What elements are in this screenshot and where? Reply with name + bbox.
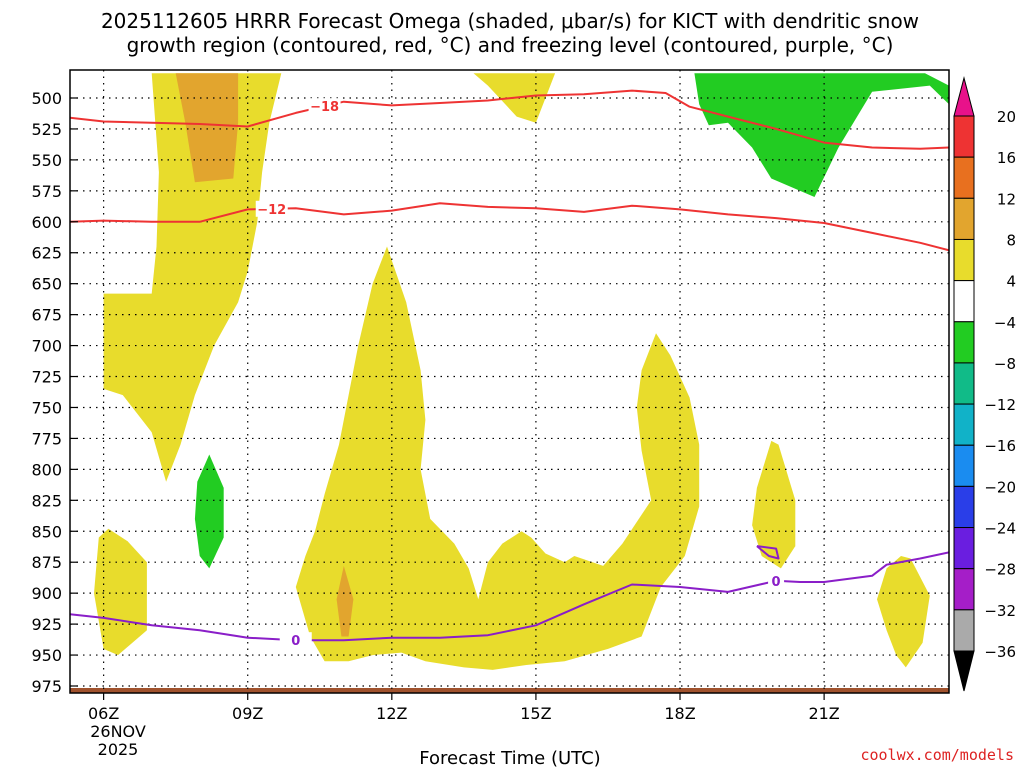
colorbar-bin-1 [953,156,975,199]
colorbar-label-9: −20 [984,478,1016,496]
contour-label-dendritic-upper-limit: −18 [310,100,339,115]
ground-fill [70,688,949,693]
contour-dendritic-upper-limit [70,89,949,150]
y-tick-label-900: 900 [31,584,62,603]
colorbar-bin-3 [953,238,975,282]
colorbar-under-triangle [953,650,975,692]
contour-label-bg-freezing-level [279,632,312,649]
colorbar-label-5: −4 [994,314,1016,332]
y-tick-label-800: 800 [31,460,62,479]
colorbar-bin-8 [953,444,975,487]
contour-freezing-level-loop [756,545,780,560]
date-label-day: 26NOV [90,722,146,741]
colorbar-label-6: −8 [994,355,1016,373]
shaded-region-right-mid-yellow [752,440,796,569]
y-tick-label-775: 775 [31,429,62,448]
shaded-region-left-green-blob [194,454,224,569]
credit-text: coolwx.com/models [860,746,1014,764]
y-tick-label-750: 750 [31,398,62,417]
y-tick-label-975: 975 [31,677,62,696]
contour-label-bg-dendritic-lower-limit [255,200,288,217]
x-tick-label-09Z: 09Z [232,704,263,723]
x-axis: 06Z 09Z 12Z 15Z 18Z 21Z [88,693,840,723]
y-tick-label-950: 950 [31,646,62,665]
y-tick-label-525: 525 [31,120,62,139]
colorbar-bin-0 [953,115,975,158]
chart-title-line1: 2025112605 HRRR Forecast Omega (shaded, … [101,9,919,33]
colorbar-label-1: 16 [997,149,1016,167]
x-tick-label-18Z: 18Z [664,704,695,723]
y-tick-label-675: 675 [31,306,62,325]
y-tick-label-875: 875 [31,553,62,572]
shaded-omega-layer [94,73,949,670]
y-tick-label-725: 725 [31,368,62,387]
y-axis: 500 525 550 575 600 625 650 675 700 725 750 775 800 8… [31,89,78,696]
extra-contour-label-0: 0 [772,575,781,590]
colorbar-label-3: 8 [1006,231,1016,249]
contour-label-freezing-level: 0 [291,634,300,649]
y-tick-label-925: 925 [31,615,62,634]
shaded-region-small-orange-blob [336,565,354,637]
y-tick-label-625: 625 [31,244,62,263]
shaded-region-far-right-yellow [877,556,930,668]
extra-contour-label-bg-0 [768,572,785,589]
y-tick-label-550: 550 [31,151,62,170]
chart-title-line2: growth region (contoured, red, °C) and f… [127,33,894,57]
x-tick-label-12Z: 12Z [376,704,407,723]
colorbar-bin-12 [953,609,975,652]
x-tick-label-06Z: 06Z [88,704,119,723]
shaded-region-upper-yellow-plume [103,73,282,482]
contour-label-bg-dendritic-upper-limit [308,98,341,115]
colorbar-label-11: −28 [984,561,1016,579]
colorbar-label-7: −12 [984,396,1016,414]
contour-layer: −18 −12 0 0 [70,89,949,649]
y-tick-label-650: 650 [31,275,62,294]
y-tick-label-700: 700 [31,337,62,356]
colorbar-label-13: −36 [984,643,1016,661]
x-axis-label: Forecast Time (UTC) [419,748,600,768]
colorbar: 20 16 12 8 4 −4 −8 −12 −16 −20 −24 −28 −32 −36 [953,76,1016,692]
colorbar-bin-10 [953,527,975,570]
y-tick-label-500: 500 [31,89,62,108]
shaded-region-upper-orange-plume [170,73,239,183]
colorbar-over-triangle [953,76,975,117]
y-tick-label-825: 825 [31,491,62,510]
contour-label-dendritic-lower-limit: −12 [257,203,286,218]
colorbar-label-10: −24 [984,520,1016,538]
contour-dendritic-lower-limit [70,202,949,252]
colorbar-label-2: 12 [997,190,1016,208]
shaded-region-upper-right-green [694,73,949,197]
x-tick-label-15Z: 15Z [520,704,551,723]
contour-freezing-level [70,551,949,642]
colorbar-label-8: −16 [984,437,1016,455]
x-tick-label-21Z: 21Z [808,704,839,723]
ground-layer [70,688,949,693]
y-tick-label-850: 850 [31,522,62,541]
colorbar-bin-6 [953,362,975,405]
colorbar-bin-2 [953,197,975,240]
colorbar-bin-9 [953,485,975,529]
y-tick-label-575: 575 [31,182,62,201]
colorbar-bin-5 [953,321,975,364]
colorbar-bin-7 [953,403,975,446]
colorbar-label-4: 4 [1006,273,1016,291]
colorbar-bin-4 [953,280,975,323]
shaded-region-central-yellow-u [295,246,700,670]
colorbar-bin-11 [953,568,975,611]
plot-frame [69,69,950,694]
date-label-year: 2025 [98,740,139,759]
y-tick-label-600: 600 [31,213,62,232]
colorbar-label-12: −32 [984,602,1016,620]
colorbar-label-0: 20 [997,108,1016,126]
